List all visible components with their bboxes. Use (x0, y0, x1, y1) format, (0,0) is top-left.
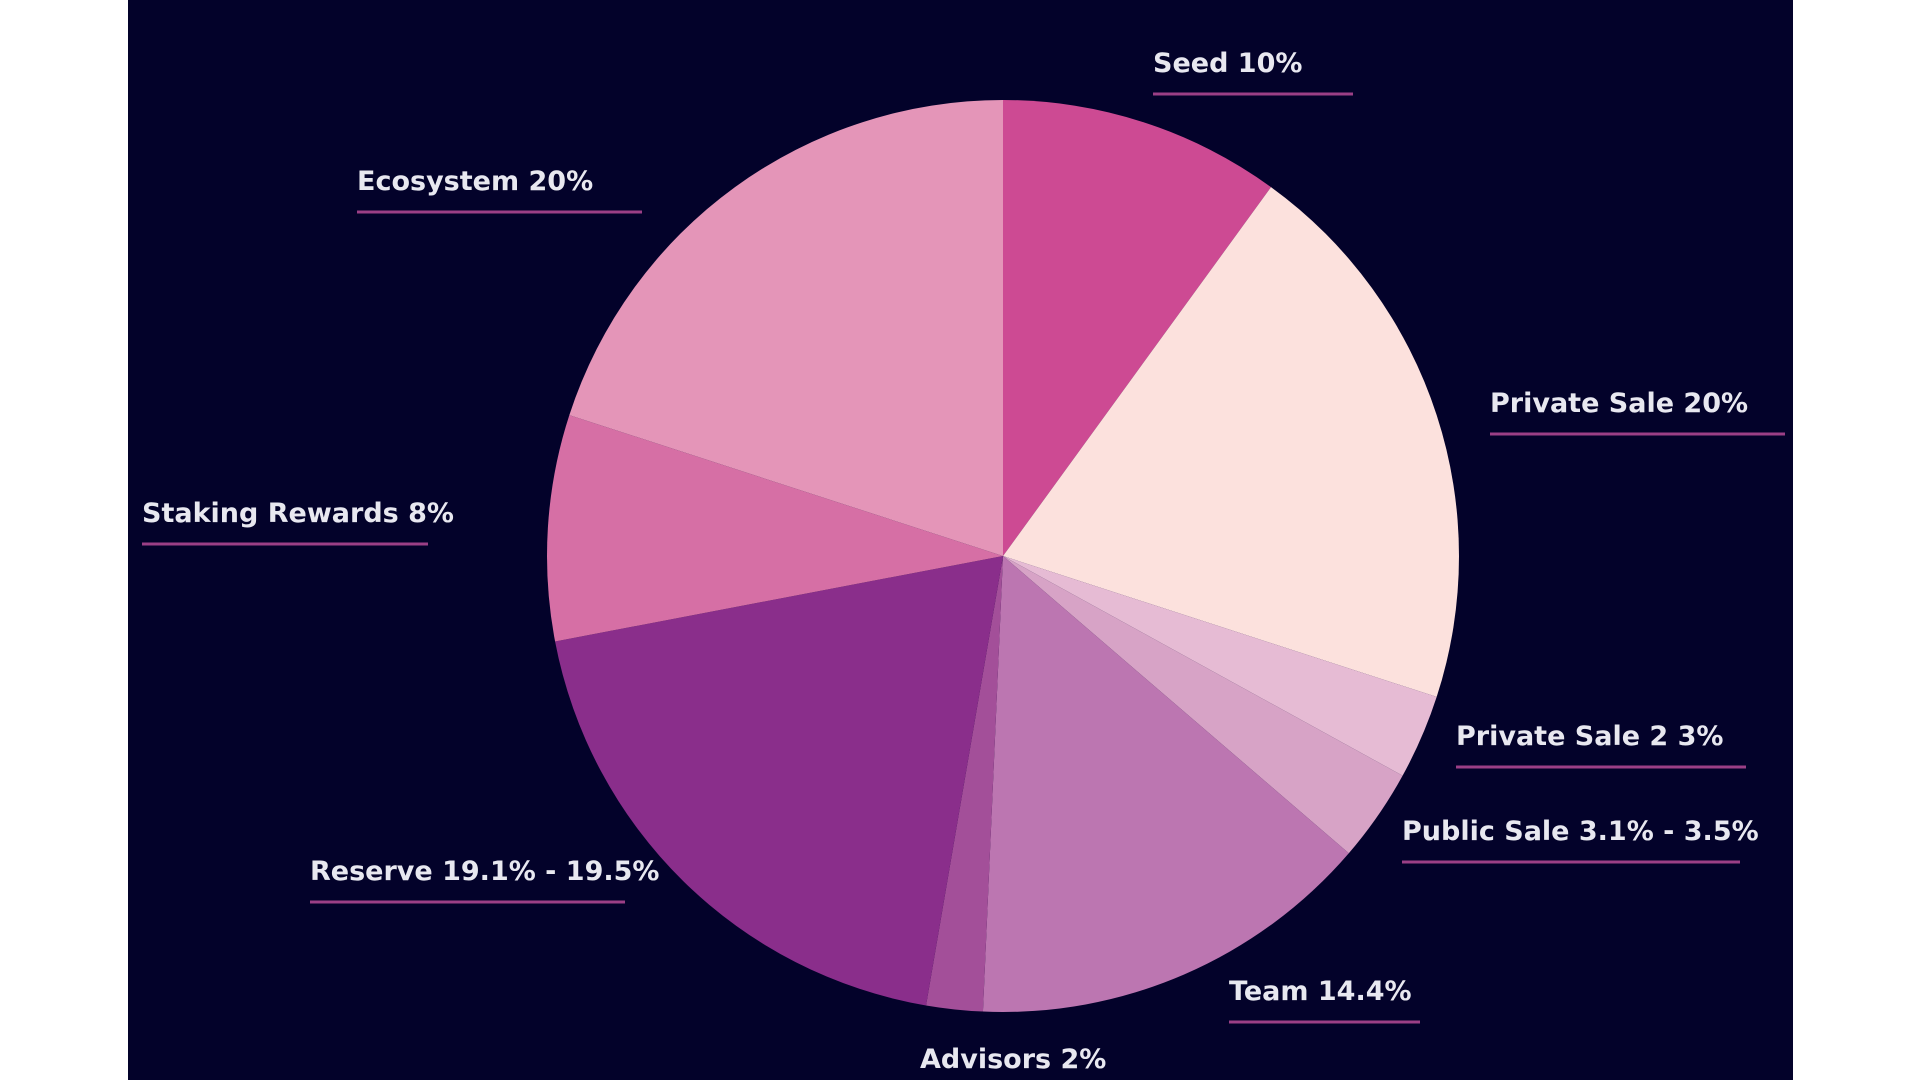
slice-label: Seed 10% (1153, 48, 1302, 79)
slice-label: Reserve 19.1% - 19.5% (310, 856, 659, 887)
slice-label: Private Sale 20% (1490, 388, 1748, 419)
pie-slice (1003, 556, 1437, 776)
pie-slice (1003, 187, 1459, 697)
pie-slice (569, 100, 1003, 556)
page-margin-right (1793, 0, 1920, 1080)
slice-label: Advisors 2% (920, 1044, 1106, 1075)
slice-label: Team 14.4% (1229, 976, 1412, 1007)
slice-label: Public Sale 3.1% - 3.5% (1402, 816, 1759, 847)
pie-slice (982, 556, 1349, 1013)
slice-label: Staking Rewards 8% (142, 498, 454, 529)
slice-labels: Seed 10% Private Sale 20% Private Sale 2 3… (142, 48, 1785, 1075)
page-margin-left (0, 0, 128, 1080)
slice-label: Private Sale 2 3% (1456, 721, 1723, 752)
pie-slice (1003, 100, 1272, 556)
pie-slices (547, 100, 1459, 1013)
pie-slice (1003, 556, 1403, 854)
pie-slice (547, 415, 1003, 642)
slice-label: Ecosystem 20% (357, 166, 593, 197)
pie-slice (926, 556, 1003, 1012)
pie-slice (555, 556, 1003, 1006)
